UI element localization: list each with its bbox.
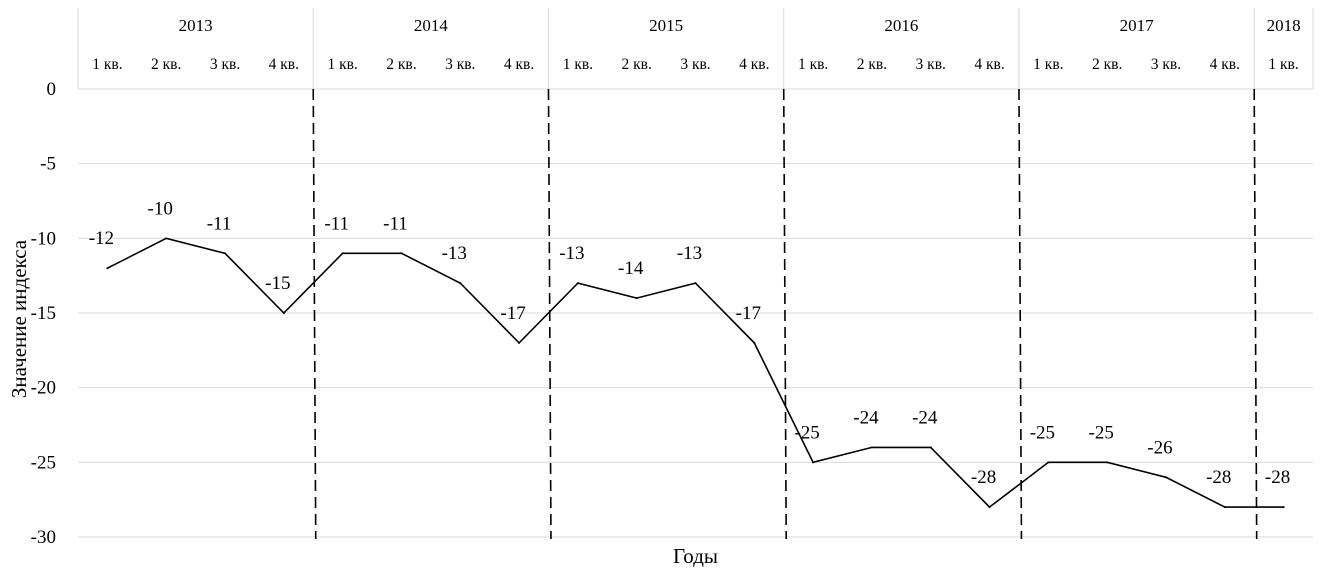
data-point: [400, 252, 403, 255]
data-label: -10: [148, 198, 173, 219]
data-point: [1106, 461, 1109, 464]
data-label: -11: [324, 213, 349, 234]
data-point: [459, 282, 462, 285]
quarter-label: 3 кв.: [210, 56, 240, 73]
year-separator-dashed: [312, 88, 317, 540]
quarter-label: 1 кв.: [1033, 56, 1063, 73]
data-point: [635, 297, 638, 300]
data-label: -25: [1030, 422, 1055, 443]
quarter-label: 2 кв.: [1092, 56, 1122, 73]
year-separator-dashed: [1018, 88, 1023, 540]
data-label: -17: [736, 303, 761, 324]
data-label: -12: [89, 228, 114, 249]
data-label: -11: [383, 213, 408, 234]
data-labels: -12 -10 -11 -15 -11 -11 -13 -17 -13 -14 -13 -17 -25 -…: [89, 198, 1291, 488]
data-point: [224, 252, 227, 255]
y-axis: 0 -5 -10 -15 -20 -25 -30: [31, 79, 56, 548]
y-axis-title: Значение индекса: [7, 239, 31, 398]
quarter-label: 3 кв.: [445, 56, 475, 73]
data-label: -11: [207, 213, 232, 234]
data-point: [165, 237, 168, 240]
year-label: 2013: [179, 16, 213, 35]
data-label: -13: [442, 243, 467, 264]
data-point: [929, 446, 932, 449]
data-point: [282, 312, 285, 314]
quarter-label: 4 кв.: [974, 56, 1004, 73]
y-tick-label: -25: [31, 452, 56, 473]
x-axis-title: Годы: [673, 544, 718, 568]
data-point: [106, 267, 109, 270]
quarter-label: 3 кв.: [1151, 56, 1181, 73]
data-point: [576, 282, 579, 285]
y-tick-label: -5: [40, 154, 56, 175]
data-point: [812, 461, 815, 464]
year-label: 2017: [1120, 16, 1155, 35]
y-tick-label: -20: [31, 378, 56, 399]
data-point: [988, 506, 991, 509]
quarter-label: 3 кв.: [680, 56, 710, 73]
quarter-label: 2 кв.: [386, 56, 416, 73]
data-point: [1047, 461, 1050, 464]
y-tick-label: -15: [31, 303, 56, 324]
quarter-label: 3 кв.: [916, 56, 946, 73]
y-tick-label: -10: [31, 228, 56, 249]
quarter-label: 2 кв.: [151, 56, 181, 73]
year-label: 2015: [649, 16, 683, 35]
year-separators: [312, 88, 1258, 540]
year-label: 2018: [1267, 16, 1301, 35]
data-label: -26: [1147, 437, 1172, 458]
year-label: 2014: [414, 16, 449, 35]
data-point: [341, 252, 344, 255]
data-label: -24: [912, 407, 938, 428]
quarter-label: 2 кв.: [622, 56, 652, 73]
quarter-label: 4 кв.: [739, 56, 769, 73]
quarter-label: 1 кв.: [327, 56, 357, 73]
quarter-label: 1 кв.: [798, 56, 828, 73]
category-header: 2013 1 кв. 2 кв. 3 кв. 4 кв. 2014 1 кв. 2 кв. 3 …: [77, 8, 1314, 89]
year-label: 2016: [884, 16, 918, 35]
quarter-label: 4 кв.: [504, 56, 534, 73]
data-point: [753, 341, 756, 344]
data-point: [1282, 506, 1285, 509]
quarter-label: 1 кв.: [92, 56, 122, 73]
quarter-label: 1 кв.: [1268, 56, 1298, 73]
data-label: -15: [265, 273, 290, 294]
data-point: [1164, 476, 1167, 479]
data-label: -28: [1206, 467, 1231, 488]
gridlines: [78, 88, 1313, 538]
year-separator-dashed: [782, 88, 788, 540]
data-label: -25: [794, 422, 819, 443]
quarter-label: 1 кв.: [563, 56, 593, 73]
quarter-label: 4 кв.: [269, 56, 299, 73]
series-line-group: [106, 237, 1285, 509]
data-point: [694, 282, 697, 285]
quarter-label: 2 кв.: [857, 56, 887, 73]
data-label: -25: [1089, 422, 1114, 443]
year-separator-dashed: [547, 88, 552, 540]
year-separator-dashed: [1253, 88, 1258, 540]
data-label: -17: [500, 303, 525, 324]
data-point: [1223, 506, 1226, 509]
y-tick-label: 0: [47, 79, 57, 100]
y-tick-label: -30: [31, 527, 56, 548]
data-label: -28: [1265, 467, 1290, 488]
data-point: [870, 446, 873, 449]
data-point: [518, 341, 521, 344]
data-label: -14: [618, 258, 644, 279]
data-label: -13: [559, 243, 584, 264]
data-label: -28: [971, 467, 996, 488]
quarter-label: 4 кв.: [1210, 56, 1240, 73]
data-label: -24: [853, 407, 879, 428]
data-label: -13: [677, 243, 702, 264]
